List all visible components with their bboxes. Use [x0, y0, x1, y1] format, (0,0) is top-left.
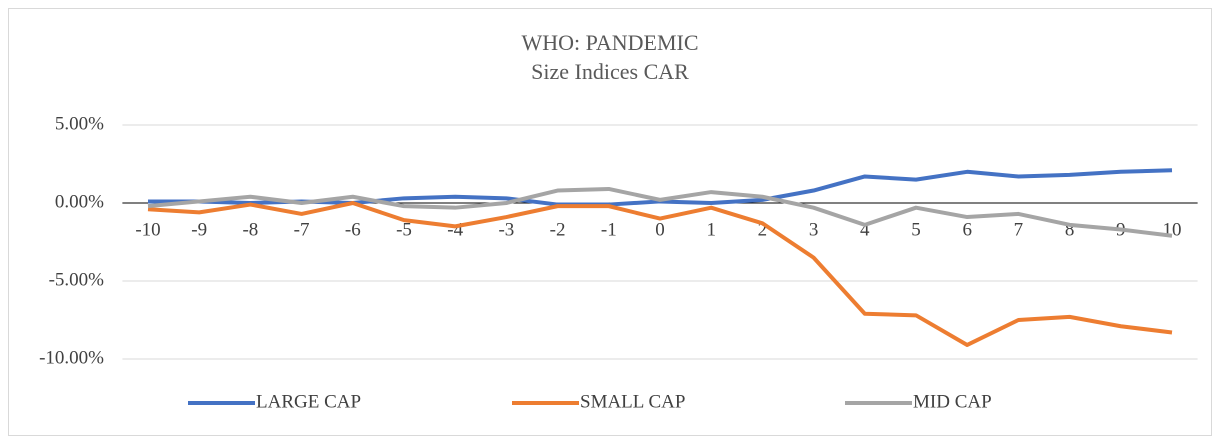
x-tick-label: -8 — [242, 219, 258, 240]
x-tick-label: 8 — [1065, 219, 1075, 240]
legend-label: SMALL CAP — [580, 391, 685, 412]
y-tick-label: -10.00% — [39, 347, 104, 368]
x-tick-label: -3 — [498, 219, 514, 240]
x-tick-label: 5 — [911, 219, 921, 240]
x-tick-label: -6 — [345, 219, 361, 240]
x-tick-label: 4 — [860, 219, 870, 240]
chart-title: WHO: PANDEMIC — [521, 30, 698, 55]
chart-border — [8, 8, 1212, 436]
series-line — [147, 201, 1173, 347]
x-tick-label: 10 — [1163, 219, 1182, 240]
x-tick-label: -9 — [191, 219, 207, 240]
x-tick-label: 6 — [962, 219, 972, 240]
x-tick-label: -4 — [447, 219, 463, 240]
x-tick-label: 2 — [758, 219, 768, 240]
x-tick-label: -7 — [294, 219, 310, 240]
x-tick-label: 1 — [706, 219, 716, 240]
y-tick-label: -5.00% — [49, 269, 105, 290]
x-tick-label: -5 — [396, 219, 412, 240]
x-tick-label: -2 — [550, 219, 566, 240]
x-tick-label: -10 — [135, 219, 160, 240]
legend-label: MID CAP — [913, 391, 992, 412]
y-tick-label: 0.00% — [55, 191, 104, 212]
x-tick-label: 7 — [1014, 219, 1024, 240]
series-line — [147, 186, 1173, 238]
legend-label: LARGE CAP — [256, 391, 361, 412]
x-tick-label: 0 — [655, 219, 665, 240]
x-tick-label: 3 — [809, 219, 819, 240]
y-tick-label: 5.00% — [55, 113, 104, 134]
x-tick-label: -1 — [601, 219, 617, 240]
chart-subtitle: Size Indices CAR — [531, 59, 689, 84]
